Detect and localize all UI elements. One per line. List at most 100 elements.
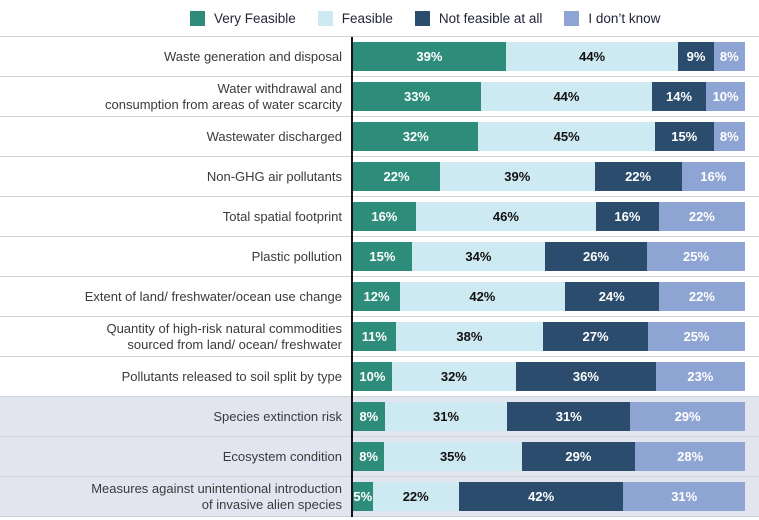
stacked-bar: 8% 31% 31% 29%: [353, 402, 745, 431]
bar-segment: 26%: [545, 242, 647, 271]
bar-segment: 15%: [353, 242, 412, 271]
stacked-bar: 39% 44% 9% 8%: [353, 42, 745, 71]
bar-value-label: 44%: [553, 89, 580, 104]
bar-segment: 16%: [681, 162, 745, 191]
bar-value-label: 22%: [402, 489, 429, 504]
bar-segment: 28%: [635, 442, 746, 471]
category-label: Waste generation and disposal: [163, 48, 342, 64]
category-label: Non-GHG air pollutants: [206, 168, 342, 184]
category-label: Species extinction risk: [213, 408, 342, 424]
category-label: Ecosystem condition: [222, 448, 342, 464]
stacked-bar: 8% 35% 29% 28%: [353, 442, 746, 471]
bar-segment: 35%: [384, 442, 522, 471]
bar-value-label: 42%: [528, 489, 555, 504]
stacked-bar: 12% 42% 24% 22%: [353, 282, 745, 311]
chart-row: Species extinction risk 8% 31% 31% 29%: [0, 397, 759, 437]
bar-segment: 10%: [353, 362, 392, 391]
bar-segment: 14%: [651, 82, 707, 111]
legend-item: I don’t know: [564, 10, 661, 26]
chart-legend: Very Feasible Feasible Not feasible at a…: [0, 0, 759, 36]
bar-segment: 10%: [706, 82, 745, 111]
bar-value-label: 22%: [688, 209, 715, 224]
bar-segment: 23%: [655, 362, 745, 391]
bar-value-label: 39%: [416, 49, 443, 64]
bar-segment: 31%: [384, 402, 508, 431]
bar-value-label: 38%: [456, 329, 483, 344]
bar-value-label: 46%: [492, 209, 519, 224]
category-label: Extent of land/ freshwater/ocean use cha…: [84, 288, 342, 304]
bar-value-label: 42%: [469, 289, 496, 304]
chart-row: Extent of land/ freshwater/ocean use cha…: [0, 277, 759, 317]
bar-value-label: 31%: [671, 489, 698, 504]
legend-swatch-icon: [317, 10, 333, 26]
bar-segment: 44%: [505, 42, 679, 71]
bar-segment: 5%: [353, 482, 373, 511]
bar-segment: 44%: [481, 82, 652, 111]
bar-segment: 8%: [353, 442, 385, 471]
stacked-bar: 32% 45% 15% 8%: [353, 122, 745, 151]
legend-item: Feasible: [317, 10, 393, 26]
bar-value-label: 11%: [361, 329, 387, 344]
chart-row: Plastic pollution 15% 34% 26% 25%: [0, 237, 759, 277]
stacked-bar: 15% 34% 26% 25%: [353, 242, 745, 271]
bar-value-label: 14%: [666, 89, 693, 104]
bar-segment: 42%: [458, 482, 624, 511]
bar-value-label: 16%: [371, 209, 398, 224]
legend-swatch-icon: [414, 10, 430, 26]
bar-segment: 29%: [630, 402, 745, 431]
bar-value-label: 32%: [440, 369, 467, 384]
stacked-bar: 11% 38% 27% 25%: [353, 322, 745, 351]
bar-segment: 38%: [395, 322, 544, 351]
chart-rows: Waste generation and disposal 39% 44% 9% 8%…: [0, 36, 759, 517]
bar-value-label: 12%: [363, 289, 390, 304]
bar-value-label: 28%: [677, 449, 704, 464]
bar-value-label: 39%: [504, 169, 531, 184]
category-label: Plastic pollution: [251, 248, 342, 264]
bar-value-label: 36%: [572, 369, 599, 384]
legend-label: I don’t know: [588, 10, 661, 26]
bar-segment: 25%: [647, 242, 745, 271]
stacked-bar: 5% 22% 42% 31%: [353, 482, 745, 511]
bar-value-label: 24%: [598, 289, 625, 304]
bar-value-label: 15%: [369, 249, 396, 264]
chart-row: Non-GHG air pollutants 22% 39% 22% 16%: [0, 157, 759, 197]
bar-segment: 8%: [353, 402, 385, 431]
bar-segment: 34%: [411, 242, 546, 271]
legend-label: Very Feasible: [214, 10, 296, 26]
axis-line: [351, 37, 353, 517]
bar-segment: 36%: [516, 362, 656, 391]
chart-row: Waste generation and disposal 39% 44% 9% 8%: [0, 37, 759, 77]
bar-value-label: 27%: [582, 329, 609, 344]
bar-segment: 39%: [353, 42, 506, 71]
bar-segment: 8%: [713, 42, 745, 71]
legend-label: Feasible: [341, 10, 393, 26]
bar-segment: 46%: [415, 202, 597, 231]
bar-value-label: 31%: [555, 409, 582, 424]
bar-value-label: 34%: [465, 249, 492, 264]
bar-value-label: 8%: [359, 449, 379, 464]
stacked-bar: 33% 44% 14% 10%: [353, 82, 745, 111]
legend-label: Not feasible at all: [438, 10, 543, 26]
bar-value-label: 22%: [383, 169, 410, 184]
bar-segment: 25%: [647, 322, 745, 351]
bar-segment: 27%: [543, 322, 648, 351]
bar-segment: 16%: [596, 202, 659, 231]
bar-value-label: 15%: [671, 129, 698, 144]
bar-value-label: 25%: [683, 329, 710, 344]
legend-swatch-icon: [190, 10, 205, 26]
bar-value-label: 8%: [359, 409, 379, 424]
category-label: Wastewater discharged: [206, 128, 342, 144]
chart-row: Quantity of high-risk natural commoditie…: [0, 317, 759, 357]
bar-value-label: 22%: [688, 289, 715, 304]
bar-value-label: 5%: [353, 489, 373, 504]
bar-value-label: 26%: [583, 249, 610, 264]
bar-segment: 33%: [353, 82, 482, 111]
legend-item: Not feasible at all: [414, 10, 543, 26]
bar-value-label: 8%: [719, 49, 739, 64]
bar-value-label: 31%: [433, 409, 460, 424]
bar-value-label: 16%: [614, 209, 641, 224]
bar-segment: 9%: [678, 42, 714, 71]
stacked-bar: 16% 46% 16% 22%: [353, 202, 745, 231]
bar-value-label: 22%: [625, 169, 652, 184]
bar-segment: 42%: [400, 282, 565, 311]
